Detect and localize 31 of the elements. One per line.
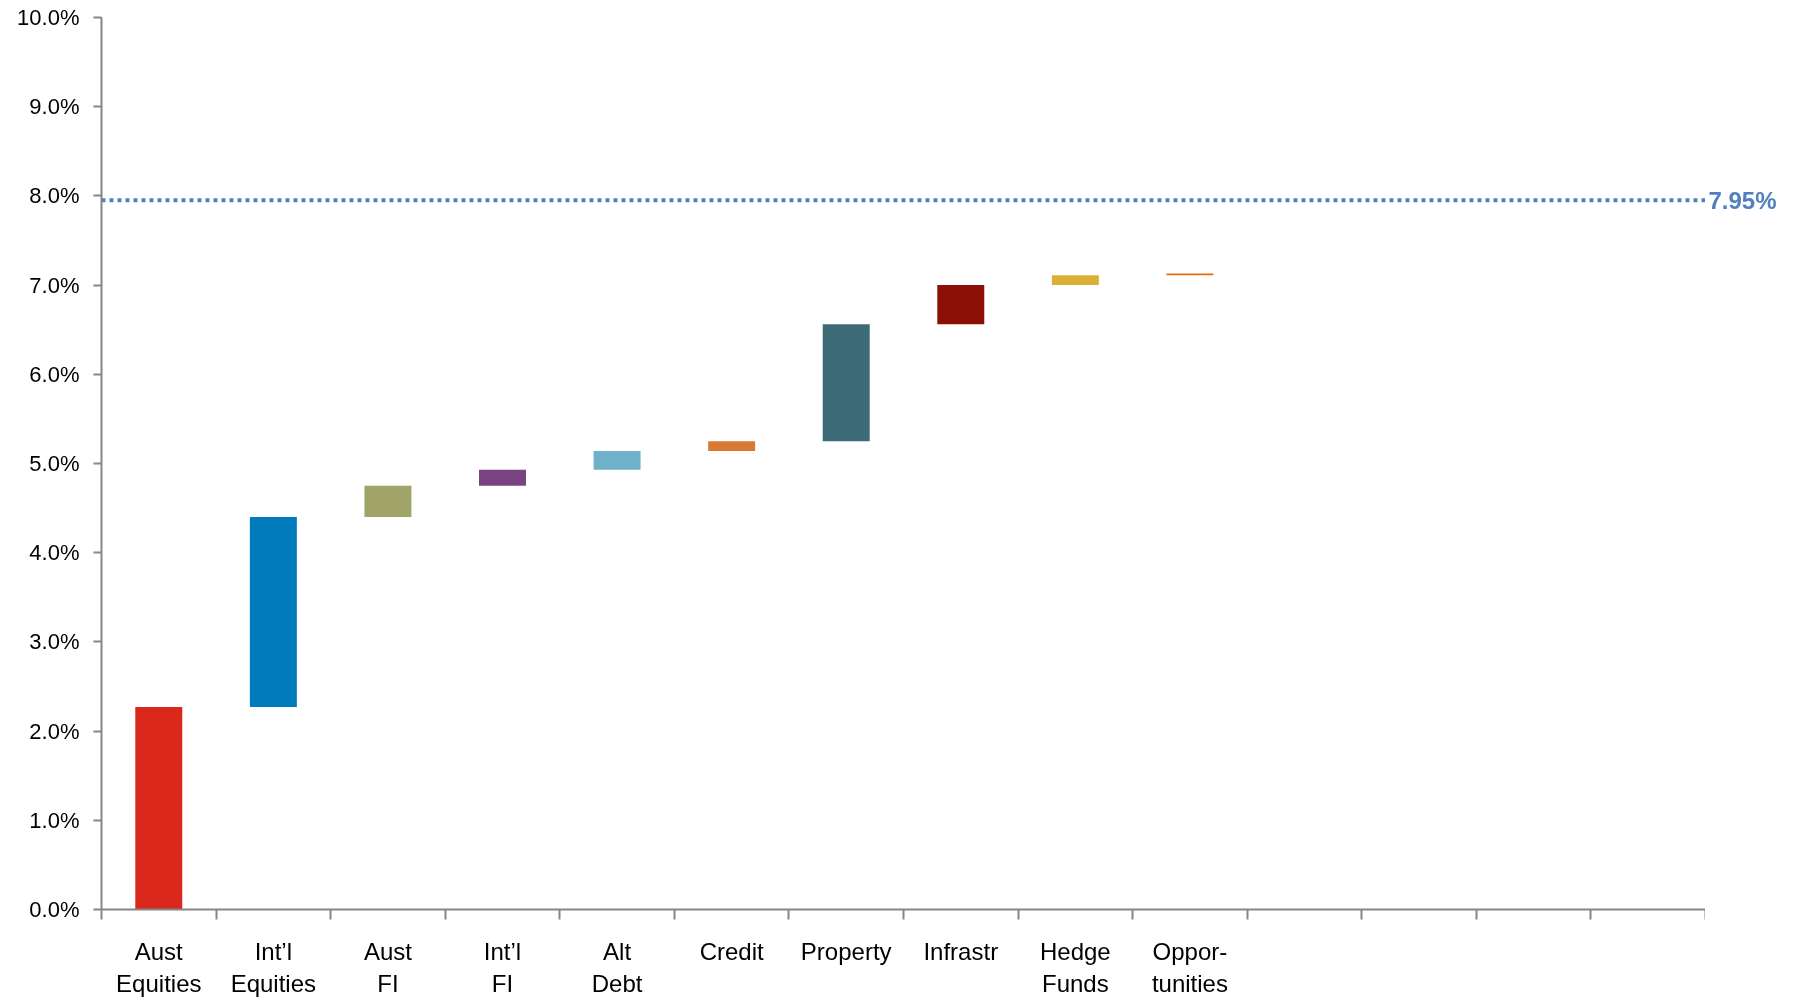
x-tick-label: Int’l FI	[483, 937, 522, 997]
x-tick-label: Aust Equities	[116, 937, 202, 997]
x-tick-label: Oppor- tunities	[1151, 937, 1228, 997]
x-tick-label: Property	[800, 937, 892, 965]
ref-line-label: 7.95%	[1708, 186, 1777, 214]
bar	[937, 285, 985, 325]
y-tick-label: 3.0%	[29, 629, 80, 655]
y-tick-label: 0.0%	[29, 897, 80, 922]
x-tick-label: Alt Debt	[591, 937, 643, 997]
y-tick-label: 5.0%	[29, 451, 80, 476]
bar	[249, 517, 297, 708]
bar	[364, 485, 412, 518]
y-tick-label: 9.0%	[29, 94, 80, 120]
bar	[822, 324, 870, 442]
bar	[593, 451, 641, 470]
bar	[708, 441, 756, 452]
x-tick-label: Aust FI	[363, 937, 413, 997]
y-tick-label: 7.0%	[29, 272, 80, 298]
x-tick-label: Hedge Funds	[1040, 937, 1111, 997]
y-tick-label: 6.0%	[29, 361, 80, 387]
x-tick-label: Infrastr	[923, 937, 999, 965]
y-tick-label: 8.0%	[29, 183, 80, 209]
y-tick-label: 10.0%	[17, 5, 80, 30]
bar	[1051, 275, 1099, 286]
bar	[479, 469, 526, 486]
y-tick-label: 4.0%	[29, 540, 80, 566]
x-tick-label: Credit	[699, 937, 764, 965]
y-tick-label: 2.0%	[29, 718, 80, 744]
x-tick-label: Int’l Equities	[230, 937, 317, 997]
y-tick-label: 1.0%	[29, 807, 80, 833]
bar	[135, 707, 183, 910]
